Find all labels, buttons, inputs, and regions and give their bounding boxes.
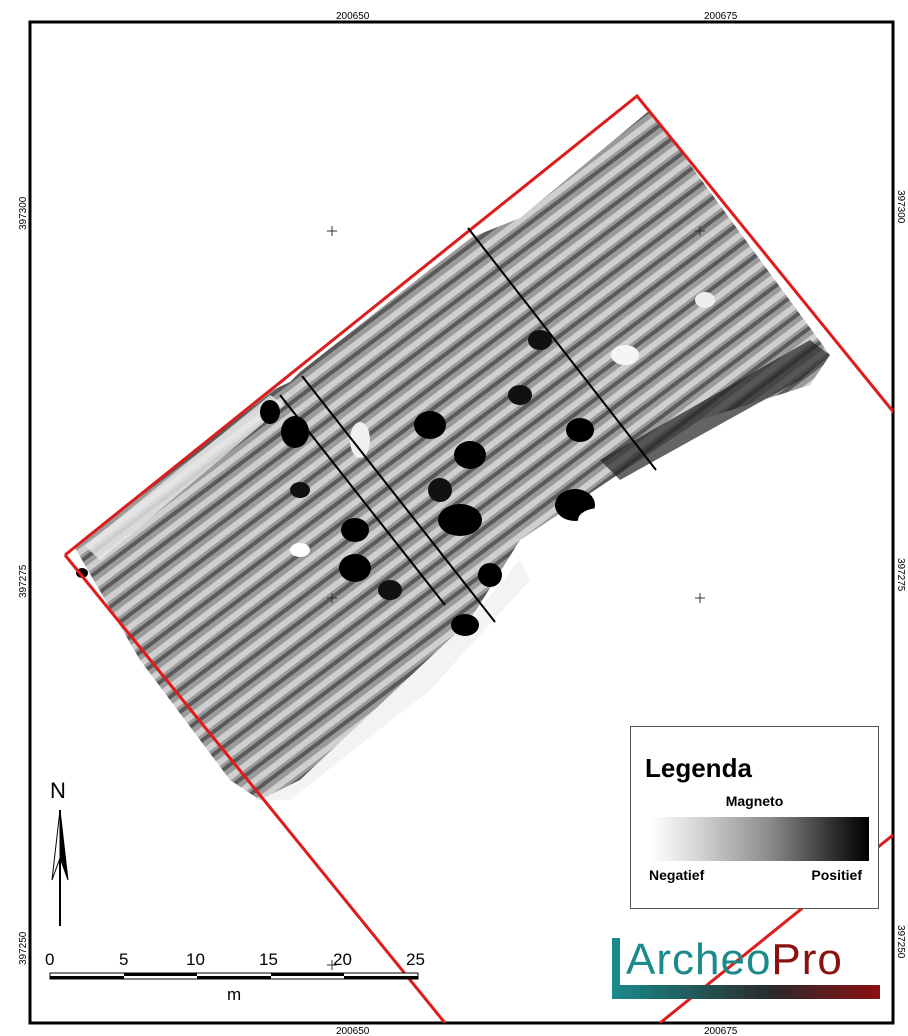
logo-bar xyxy=(612,985,880,999)
grid-crosses xyxy=(327,226,705,970)
scale-tick-15: 15 xyxy=(259,950,278,969)
survey-boundary xyxy=(64,93,893,557)
y-coord-left-1: 397300 xyxy=(18,196,29,230)
scale-bar: 0 5 10 15 20 25 m xyxy=(45,950,425,1004)
logo-text-archeo: Archeo xyxy=(626,935,772,984)
scale-tick-5: 5 xyxy=(119,950,128,969)
legend-low-label: Negatief xyxy=(649,867,705,883)
scale-tick-25: 25 xyxy=(406,950,425,969)
survey-boundary-west xyxy=(63,554,447,1023)
scale-tick-20: 20 xyxy=(333,950,352,969)
scale-tick-0: 0 xyxy=(45,950,54,969)
scale-tick-10: 10 xyxy=(186,950,205,969)
section-line xyxy=(467,227,657,471)
legend-high-label: Positief xyxy=(811,867,862,883)
archeopro-logo: ArcheoPro xyxy=(626,934,843,986)
y-coord-right-1: 397300 xyxy=(895,190,906,224)
scale-unit: m xyxy=(227,985,241,1004)
magneto-survey-raster xyxy=(75,110,830,800)
legend: Legenda Magneto Negatief Positief xyxy=(630,726,879,909)
section-line xyxy=(301,375,496,623)
y-coord-left-3: 397250 xyxy=(18,931,29,965)
north-label: N xyxy=(50,778,66,803)
logo-text-pro: Pro xyxy=(771,935,843,984)
x-coord-top-1: 200650 xyxy=(336,11,370,22)
x-coord-bottom-2: 200675 xyxy=(704,1026,738,1036)
grid-coordinate-labels: 200650 200675 200650 200675 397300 39727… xyxy=(18,11,906,1036)
legend-title: Legenda xyxy=(645,753,752,783)
y-coord-right-3: 397250 xyxy=(895,925,906,959)
x-coord-bottom-1: 200650 xyxy=(336,1026,370,1036)
legend-color-ramp xyxy=(651,817,869,861)
legend-subtitle: Magneto xyxy=(725,793,784,809)
section-line xyxy=(279,394,446,606)
x-coord-top-2: 200675 xyxy=(704,11,738,22)
y-coord-right-2: 397275 xyxy=(895,558,906,592)
logo-bracket xyxy=(612,938,620,998)
north-arrow-icon xyxy=(51,809,69,926)
y-coord-left-2: 397275 xyxy=(18,564,29,598)
